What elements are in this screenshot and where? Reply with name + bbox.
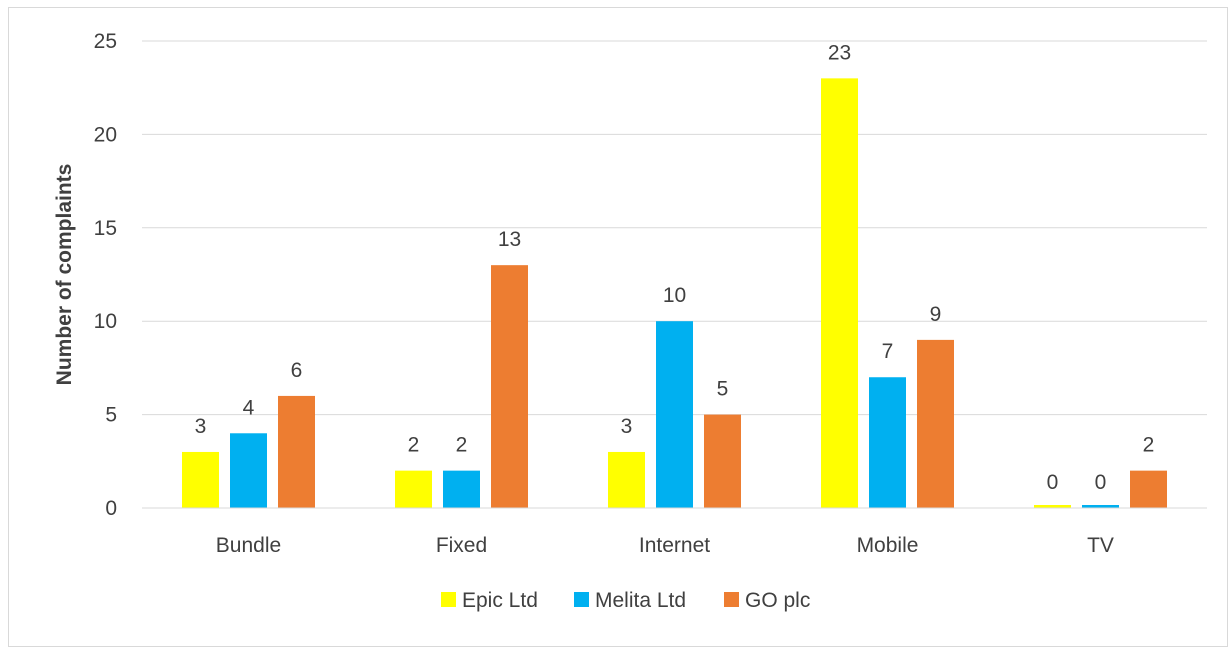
data-label: 10 (663, 284, 686, 307)
data-label: 6 (291, 359, 303, 382)
legend: Epic Ltd Melita Ltd GO plc (441, 589, 810, 612)
bar-epic-ltd-fixed (395, 470, 432, 508)
data-label: 23 (828, 41, 851, 64)
x-tick-label-mobile: Mobile (857, 534, 919, 557)
data-label: 5 (717, 378, 729, 401)
data-label: 0 (1047, 471, 1059, 494)
bar-go-plc-bundle (278, 395, 315, 508)
bar-melita-ltd-fixed (443, 470, 480, 508)
bar-go-plc-fixed (491, 265, 528, 508)
y-tick-label: 15 (94, 217, 117, 240)
x-axis-ticks: Bundle Fixed Internet Mobile TV (216, 534, 1114, 557)
bars (182, 78, 1167, 509)
data-label: 0 (1095, 471, 1107, 494)
y-tick-label: 0 (105, 497, 117, 520)
bar-epic-ltd-bundle (182, 451, 219, 508)
y-tick-label: 5 (105, 404, 117, 427)
legend-swatch-melita-ltd (574, 592, 589, 607)
legend-label-epic-ltd: Epic Ltd (462, 589, 538, 612)
bar-melita-ltd-tv (1082, 505, 1119, 508)
x-tick-label-fixed: Fixed (436, 534, 487, 557)
y-axis-ticks: 0 5 10 15 20 25 (94, 30, 117, 520)
bar-go-plc-mobile (917, 339, 954, 508)
bar-melita-ltd-mobile (869, 377, 906, 508)
bar-melita-ltd-bundle (230, 433, 267, 508)
bar-epic-ltd-internet (608, 451, 645, 508)
data-label: 4 (243, 396, 255, 419)
data-labels: 3 4 6 2 2 13 3 10 5 23 7 9 0 0 2 (195, 41, 1155, 494)
bar-epic-ltd-tv (1034, 505, 1071, 508)
y-tick-label: 20 (94, 123, 117, 146)
bar-go-plc-tv (1130, 470, 1167, 508)
y-tick-label: 10 (94, 310, 117, 333)
data-label: 9 (930, 303, 942, 326)
legend-swatch-epic-ltd (441, 592, 456, 607)
x-tick-label-tv: TV (1087, 534, 1114, 557)
data-label: 3 (195, 415, 207, 438)
y-tick-label: 25 (94, 30, 117, 53)
data-label: 7 (882, 340, 894, 363)
legend-swatch-go-plc (724, 592, 739, 607)
data-label: 2 (1143, 434, 1155, 457)
data-label: 3 (621, 415, 633, 438)
legend-label-melita-ltd: Melita Ltd (595, 589, 686, 612)
data-label: 2 (456, 434, 468, 457)
bar-chart: 0 5 10 15 20 25 3 4 6 2 2 13 3 10 5 23 7 9 0 0 2 Bundle Fixe… (53, 30, 1207, 612)
x-tick-label-bundle: Bundle (216, 534, 281, 557)
gridlines (142, 40, 1207, 416)
bar-go-plc-internet (704, 414, 741, 508)
bar-melita-ltd-internet (656, 321, 693, 508)
bar-epic-ltd-mobile (821, 78, 858, 509)
legend-label-go-plc: GO plc (745, 589, 810, 612)
data-label: 2 (408, 434, 420, 457)
x-tick-label-internet: Internet (639, 534, 710, 557)
y-axis-title: Number of complaints (53, 164, 76, 386)
data-label: 13 (498, 228, 521, 251)
